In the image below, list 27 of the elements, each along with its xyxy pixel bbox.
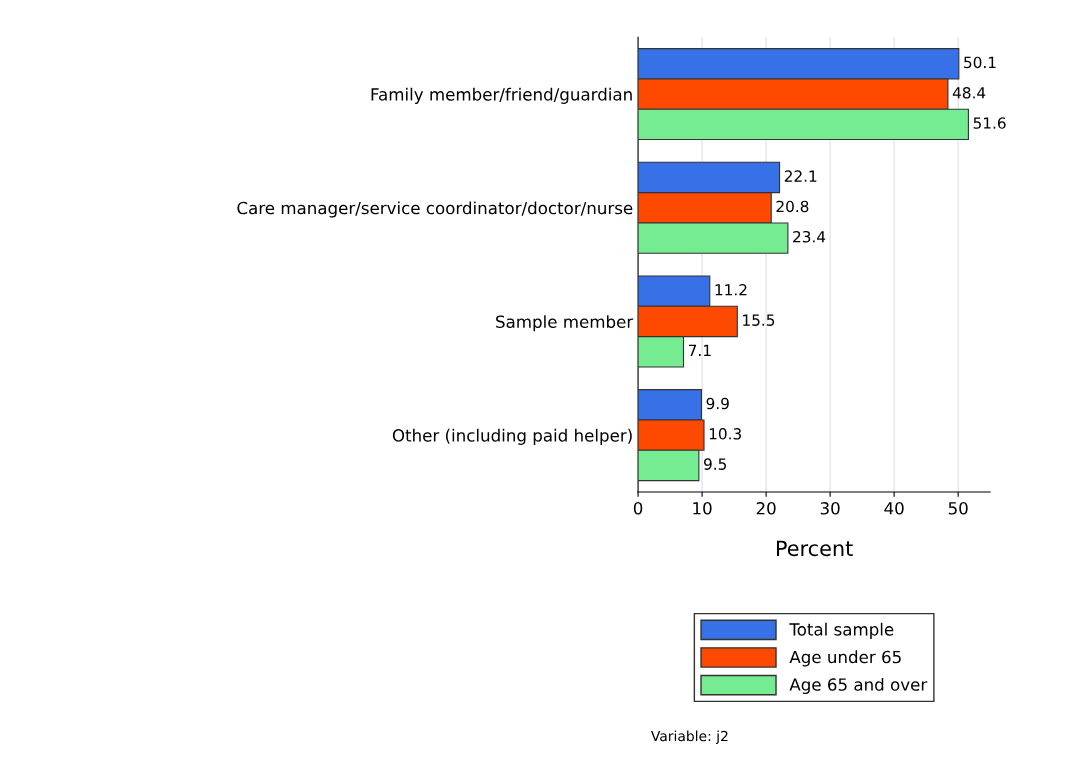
data-label: 15.5 <box>743 314 775 326</box>
text: Variable: j2 <box>650 730 728 744</box>
y-tick-label: Sample member <box>496 315 634 332</box>
y-tick-label: Other (including paid helper) <box>392 428 632 445</box>
x-axis-title: Percent <box>776 540 853 557</box>
data-label: 51.6 <box>973 117 1006 129</box>
data-label: 9.9 <box>706 397 729 410</box>
x-tick-label: 50 <box>948 502 968 515</box>
x-tick-label: 20 <box>756 502 776 515</box>
data-label: 11.2 <box>715 284 747 296</box>
legend-label: Age under 65 <box>789 650 901 667</box>
data-label: 50.1 <box>964 56 996 69</box>
y-tick-label: Care manager/service coordinator/doctor/nurse <box>237 201 633 218</box>
x-tick-label: 40 <box>884 502 904 515</box>
x-tick-label: 10 <box>693 502 712 515</box>
data-label: 10.3 <box>709 428 741 440</box>
x-tick-label: 30 <box>820 502 840 515</box>
legend-label: Age 65 and over <box>789 677 928 695</box>
data-label: 23.4 <box>793 230 826 243</box>
data-label: 20.8 <box>776 200 809 213</box>
data-label: 22.1 <box>784 170 817 182</box>
y-tick-label: Family member/friend/guardian <box>371 87 632 104</box>
x-tick-label: 0 <box>633 502 643 515</box>
data-label: 7.1 <box>688 344 711 356</box>
data-label: 48.4 <box>952 86 986 99</box>
data-label: 9.5 <box>704 458 727 470</box>
legend-label: Total sample <box>789 622 894 639</box>
